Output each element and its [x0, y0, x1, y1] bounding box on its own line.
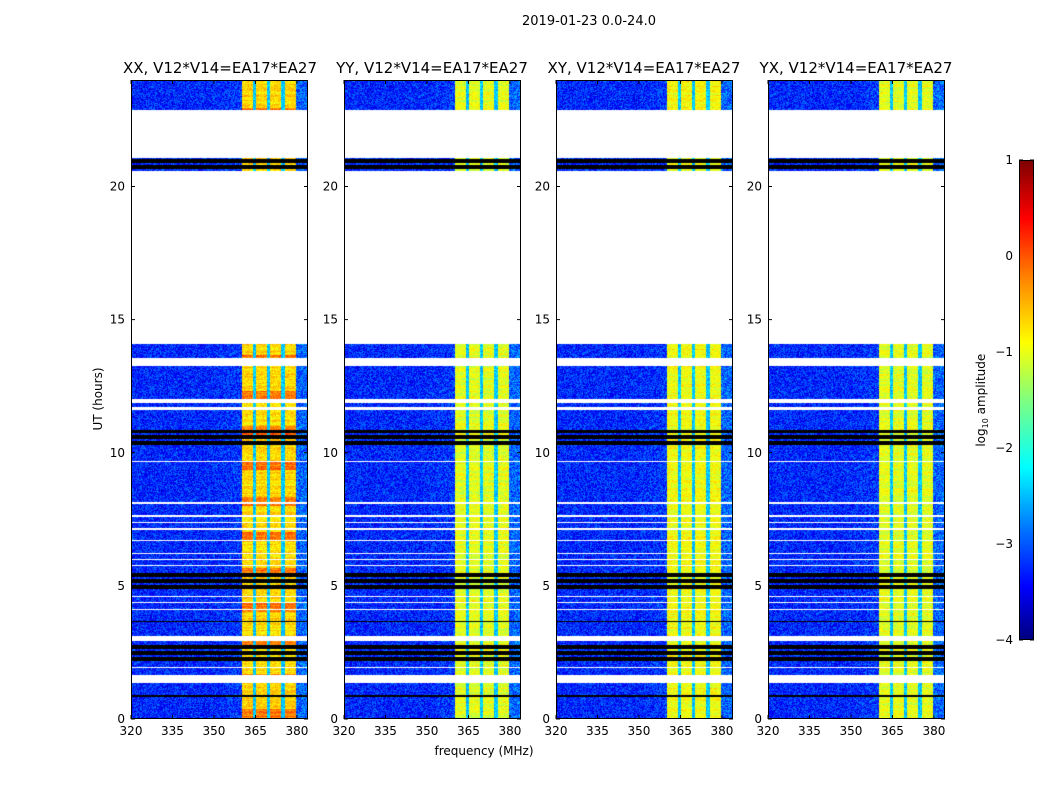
- y-tick-label: 20: [110, 180, 125, 194]
- y-tick-label: 0: [542, 712, 550, 726]
- x-axis-label: frequency (MHz): [434, 744, 534, 758]
- heatmap-canvas: [557, 81, 732, 718]
- y-tick-label: 20: [747, 180, 762, 194]
- x-tick-label: 335: [586, 724, 609, 738]
- heatmap-panel-yx: [768, 80, 945, 719]
- panel-title-xy: XY, V12*V14=EA17*EA27: [547, 59, 741, 77]
- colorbar-label: log10 amplitude: [973, 353, 991, 447]
- heatmap-canvas: [769, 81, 944, 718]
- x-tick-label: 335: [161, 724, 184, 738]
- y-tick-label: 15: [110, 313, 125, 327]
- y-tick-label: 15: [535, 313, 550, 327]
- x-tick-label: 335: [798, 724, 821, 738]
- y-tick-label: 10: [323, 446, 338, 460]
- colorbar-tick-label: −2: [995, 441, 1013, 455]
- x-tick-label: 365: [669, 724, 692, 738]
- figure-title: 2019-01-23 0.0-24.0: [522, 14, 656, 29]
- y-tick-label: 20: [535, 180, 550, 194]
- x-tick-label: 320: [545, 724, 568, 738]
- x-tick-label: 335: [374, 724, 397, 738]
- panel-title-xx: XX, V12*V14=EA17*EA27: [122, 59, 317, 77]
- x-tick-label: 365: [457, 724, 480, 738]
- heatmap-canvas: [132, 81, 307, 718]
- y-tick-label: 10: [110, 446, 125, 460]
- y-tick-label: 5: [754, 579, 762, 593]
- heatmap-panel-xy: [556, 80, 733, 719]
- x-tick-label: 350: [840, 724, 863, 738]
- x-tick-label: 380: [922, 724, 945, 738]
- x-tick-label: 320: [120, 724, 143, 738]
- colorbar-tick-label: 0: [1005, 249, 1013, 263]
- heatmap-canvas: [345, 81, 520, 718]
- x-tick-label: 350: [628, 724, 651, 738]
- y-tick-label: 15: [323, 313, 338, 327]
- y-tick-label: 5: [330, 579, 338, 593]
- x-tick-label: 350: [203, 724, 226, 738]
- y-tick-label: 0: [117, 712, 125, 726]
- y-tick-label: 10: [535, 446, 550, 460]
- y-tick-label: 0: [330, 712, 338, 726]
- y-tick-label: 10: [747, 446, 762, 460]
- y-tick-label: 5: [117, 579, 125, 593]
- y-tick-label: 20: [323, 180, 338, 194]
- x-tick-label: 365: [881, 724, 904, 738]
- colorbar-tick-label: −1: [995, 345, 1013, 359]
- x-tick-label: 365: [244, 724, 267, 738]
- heatmap-panel-xx: [131, 80, 308, 719]
- x-tick-label: 380: [498, 724, 521, 738]
- x-tick-label: 320: [757, 724, 780, 738]
- x-tick-label: 320: [333, 724, 356, 738]
- colorbar-tick-label: 1: [1005, 153, 1013, 167]
- panel-title-yy: YY, V12*V14=EA17*EA27: [336, 59, 528, 77]
- y-tick-label: 5: [542, 579, 550, 593]
- panel-title-yx: YX, V12*V14=EA17*EA27: [759, 59, 953, 77]
- y-tick-label: 15: [747, 313, 762, 327]
- x-tick-label: 380: [710, 724, 733, 738]
- colorbar-tick-label: −3: [995, 537, 1013, 551]
- colorbar: [1019, 160, 1034, 640]
- heatmap-panel-yy: [344, 80, 521, 719]
- x-tick-label: 380: [285, 724, 308, 738]
- y-axis-label: UT (hours): [91, 367, 105, 431]
- y-tick-label: 0: [754, 712, 762, 726]
- x-tick-label: 350: [416, 724, 439, 738]
- colorbar-tick-label: −4: [995, 633, 1013, 647]
